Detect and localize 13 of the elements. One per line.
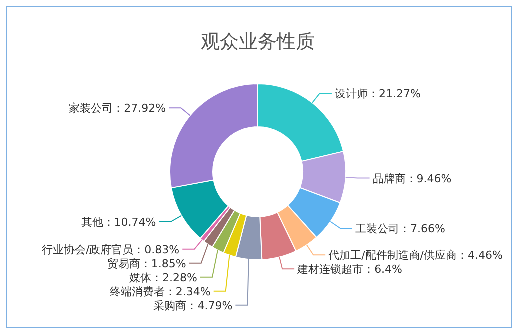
slice-label: 采购商：4.79% [154, 299, 233, 312]
slice-label: 贸易商：1.85% [107, 257, 186, 270]
slice-label: 代加工/配件制造商/供应商：4.46% [328, 249, 503, 262]
slice-label: 终端消费者：2.34% [110, 285, 211, 298]
slice-label: 设计师：21.27% [334, 88, 421, 101]
chart-title: 观众业务性质 [201, 31, 315, 53]
slice-label: 建材连锁超市：6.4% [296, 263, 403, 276]
slice-label: 品牌商：9.46% [372, 172, 452, 186]
slice-label: 其他：10.74% [81, 216, 156, 229]
slice-label: 家装公司：27.92% [69, 102, 166, 116]
slice-label: 行业协会/政府官员：0.83% [42, 243, 180, 256]
slice-label: 工装公司：7.66% [355, 222, 446, 236]
slice-label: 媒体：2.28% [130, 271, 198, 284]
